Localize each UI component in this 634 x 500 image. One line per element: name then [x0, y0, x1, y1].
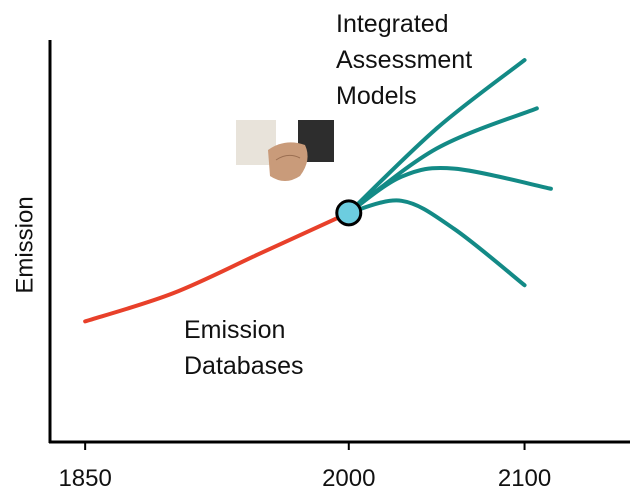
handshake-image — [236, 120, 334, 181]
annotation: Databases — [184, 352, 304, 380]
x-tick-label: 1850 — [58, 465, 111, 492]
junction-point — [335, 199, 363, 227]
series-line — [346, 166, 553, 215]
y-axis-label: Emission — [11, 196, 38, 293]
series-line — [346, 58, 527, 215]
annotation: Integrated — [336, 10, 449, 38]
annotation: Models — [336, 82, 417, 110]
series-line — [83, 210, 351, 324]
annotation: Emission — [184, 316, 285, 344]
series-line — [346, 198, 527, 288]
x-tick-label: 2000 — [322, 465, 375, 492]
annotation: Assessment — [336, 46, 472, 74]
x-tick-label: 2100 — [498, 465, 551, 492]
